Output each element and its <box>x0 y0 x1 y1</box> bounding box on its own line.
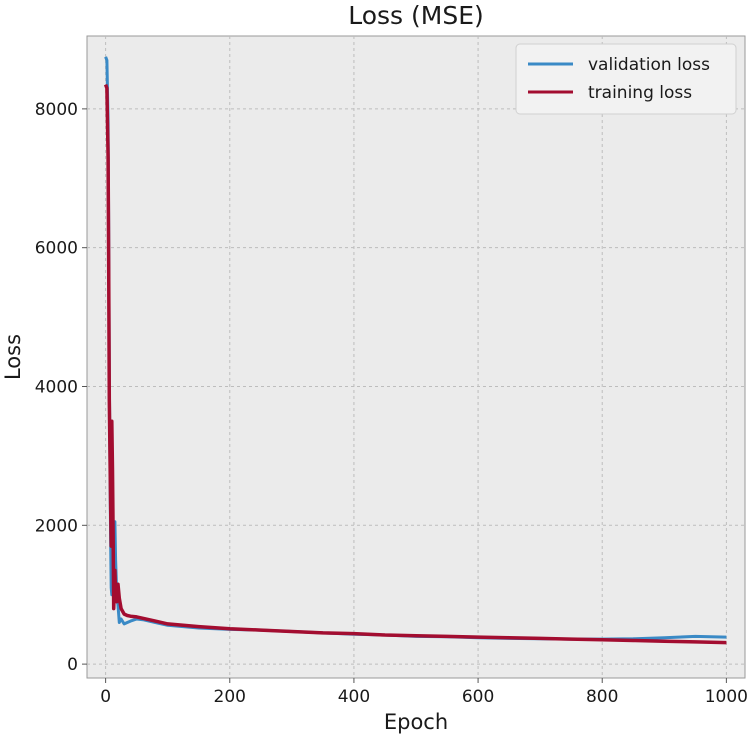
legend: validation loss training loss <box>515 43 737 115</box>
x-tick-label: 400 <box>338 687 370 707</box>
y-tick-label: 0 <box>67 655 78 675</box>
training-loss-line <box>103 83 727 645</box>
y-axis-label: Loss <box>1 334 25 380</box>
y-tick-label: 6000 <box>35 239 78 259</box>
y-tick-label: 2000 <box>35 516 78 536</box>
chart-title: Loss (MSE) <box>348 1 484 30</box>
x-tick-label: 800 <box>586 687 618 707</box>
series-layer <box>103 56 727 645</box>
legend-box <box>515 43 737 115</box>
x-tick-label: 1000 <box>705 687 748 707</box>
x-tick-label: 0 <box>100 687 111 707</box>
tick-labels: 0 200 400 600 800 1000 0 2000 4000 6000 8000 <box>35 100 748 707</box>
x-tick-label: 600 <box>462 687 494 707</box>
legend-label: training loss <box>588 83 692 103</box>
y-tick-label: 4000 <box>35 377 78 397</box>
y-tick-label: 8000 <box>35 100 78 120</box>
x-tick-label: 200 <box>214 687 246 707</box>
legend-label: validation loss <box>588 55 710 75</box>
plot-area <box>86 35 746 679</box>
x-axis-label: Epoch <box>384 710 448 734</box>
